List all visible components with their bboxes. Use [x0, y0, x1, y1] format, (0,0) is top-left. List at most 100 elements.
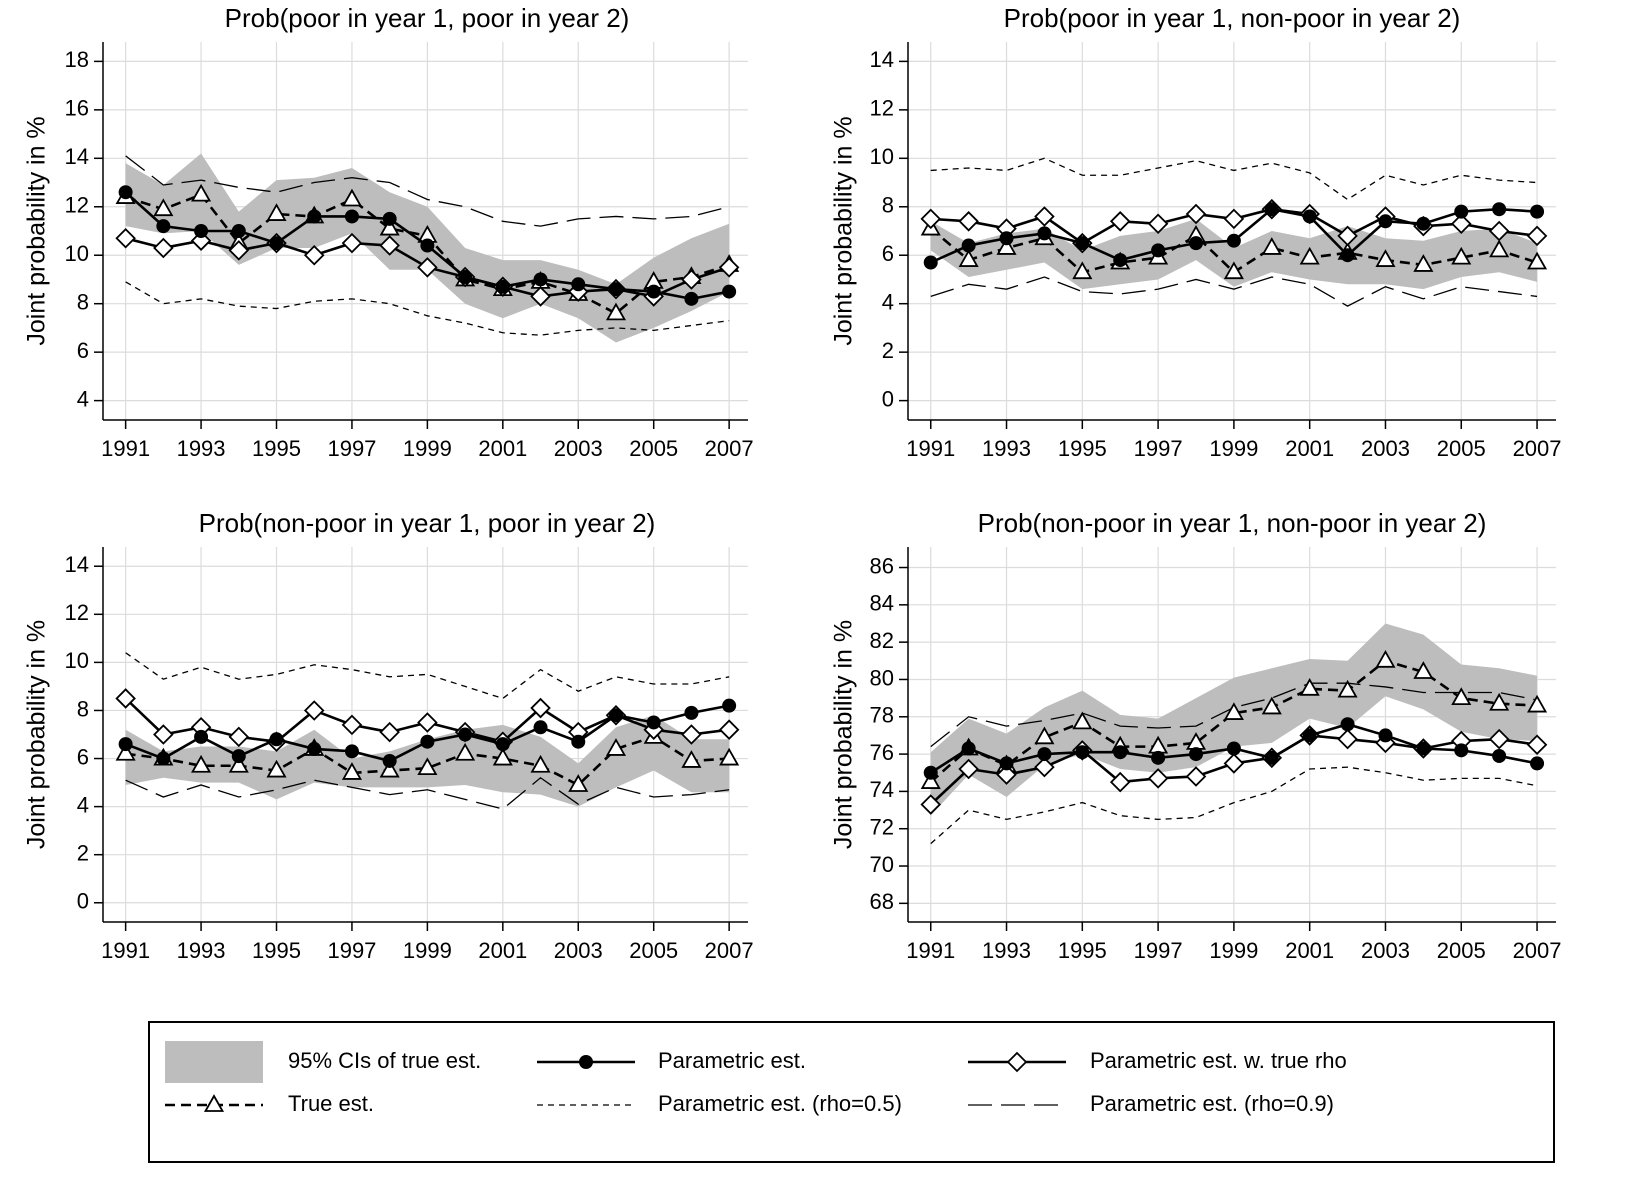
chart-title: Prob(poor in year 1, non-poor in year 2) [1004, 3, 1461, 33]
marker-circle [684, 705, 699, 720]
marker-diamond [303, 700, 325, 721]
marker-circle [458, 727, 473, 742]
marker-circle [156, 751, 171, 766]
y-tick-label: 12 [870, 96, 894, 121]
marker-circle [1037, 747, 1052, 762]
chart-title: Prob(poor in year 1, poor in year 2) [225, 3, 630, 33]
marker-triangle [681, 750, 702, 768]
y-tick-label: 12 [65, 193, 89, 218]
marker-diamond [958, 211, 979, 232]
chart-title: Prob(non-poor in year 1, non-poor in yea… [978, 508, 1487, 538]
x-tick-label: 2005 [1437, 938, 1486, 963]
marker-triangle [530, 754, 551, 773]
marker-circle [1492, 202, 1507, 217]
marker-circle [1492, 748, 1507, 763]
x-tick-label: 2001 [1285, 938, 1334, 963]
marker-diamond [153, 237, 174, 259]
marker-circle [646, 715, 661, 730]
y-tick-label: 6 [77, 338, 89, 363]
marker-triangle [920, 771, 941, 789]
marker-diamond [1526, 225, 1548, 247]
y-tick-label: 6 [882, 241, 894, 266]
x-tick-label: 2003 [1361, 938, 1410, 963]
legend-label: Parametric est. (rho=0.5) [658, 1091, 902, 1116]
marker-circle [1189, 747, 1203, 762]
marker-circle [1151, 243, 1166, 258]
marker-diamond [920, 794, 942, 815]
marker-triangle [455, 742, 476, 761]
x-tick-label: 1997 [327, 436, 376, 461]
marker-triangle [115, 742, 136, 761]
x-tick-label: 1999 [1209, 436, 1258, 461]
marker-circle [1113, 745, 1128, 760]
marker-triangle [1489, 239, 1510, 258]
series-line [125, 281, 730, 336]
marker-triangle [1072, 261, 1093, 280]
y-tick-label: 80 [870, 665, 894, 690]
y-tick-label: 8 [77, 696, 89, 721]
marker-circle [923, 255, 938, 270]
marker-circle [1113, 253, 1128, 268]
marker-circle [1302, 728, 1317, 743]
series-line [930, 276, 1538, 307]
x-tick-label: 2003 [1361, 436, 1410, 461]
marker-circle [495, 279, 510, 294]
legend-label: Parametric est. [658, 1048, 806, 1073]
marker-triangle [1223, 702, 1244, 720]
y-axis-label: Joint probability in % [830, 620, 858, 849]
marker-diamond [1034, 206, 1055, 227]
y-tick-label: 2 [77, 841, 89, 866]
x-tick-label: 2005 [629, 938, 678, 963]
marker-circle [1264, 750, 1279, 765]
marker-circle [608, 708, 623, 723]
marker-triangle [996, 237, 1017, 255]
y-tick-label: 84 [870, 591, 894, 616]
marker-diamond [920, 208, 942, 230]
y-tick-label: 6 [77, 744, 89, 769]
x-tick-label: 1991 [101, 938, 150, 963]
marker-circle [118, 737, 133, 752]
marker-circle [1302, 209, 1317, 224]
marker-diamond [996, 764, 1017, 785]
marker-diamond [1147, 213, 1169, 235]
marker-diamond [1488, 728, 1510, 750]
marker-diamond [153, 724, 174, 745]
marker-triangle [719, 747, 740, 766]
marker-circle [608, 282, 623, 297]
marker-circle [1530, 204, 1545, 219]
marker-diamond [958, 758, 979, 780]
x-tick-label: 1997 [1134, 436, 1183, 461]
x-tick-label: 2001 [478, 436, 527, 461]
marker-circle [307, 209, 322, 224]
marker-diamond [1337, 225, 1358, 247]
marker-triangle [605, 738, 627, 756]
legend-box [148, 1021, 1555, 1163]
marker-circle [1075, 745, 1090, 760]
marker-circle [382, 211, 397, 226]
y-tick-label: 86 [870, 553, 894, 578]
y-tick-label: 14 [65, 144, 89, 169]
marker-diamond [115, 688, 136, 709]
marker-diamond [681, 724, 702, 745]
marker-triangle [605, 302, 627, 321]
y-tick-label: 14 [65, 552, 89, 577]
marker-diamond [228, 726, 250, 748]
y-axis-label: Joint probability in % [830, 116, 858, 345]
marker-circle [458, 270, 473, 285]
marker-circle [420, 734, 435, 749]
series-line [125, 155, 730, 227]
marker-circle [344, 209, 359, 224]
x-tick-label: 2007 [1513, 436, 1562, 461]
marker-diamond [228, 240, 250, 261]
marker-circle [1226, 233, 1241, 248]
marker-circle [1416, 741, 1431, 756]
marker-diamond [115, 227, 136, 249]
marker-triangle [191, 754, 212, 773]
x-tick-label: 1995 [1058, 938, 1107, 963]
marker-circle [231, 749, 246, 764]
legend-label: Parametric est. w. true rho [1090, 1048, 1347, 1073]
marker-circle [999, 231, 1014, 246]
marker-circle [1075, 236, 1090, 251]
y-tick-label: 10 [870, 144, 894, 169]
marker-circle [1416, 216, 1431, 231]
